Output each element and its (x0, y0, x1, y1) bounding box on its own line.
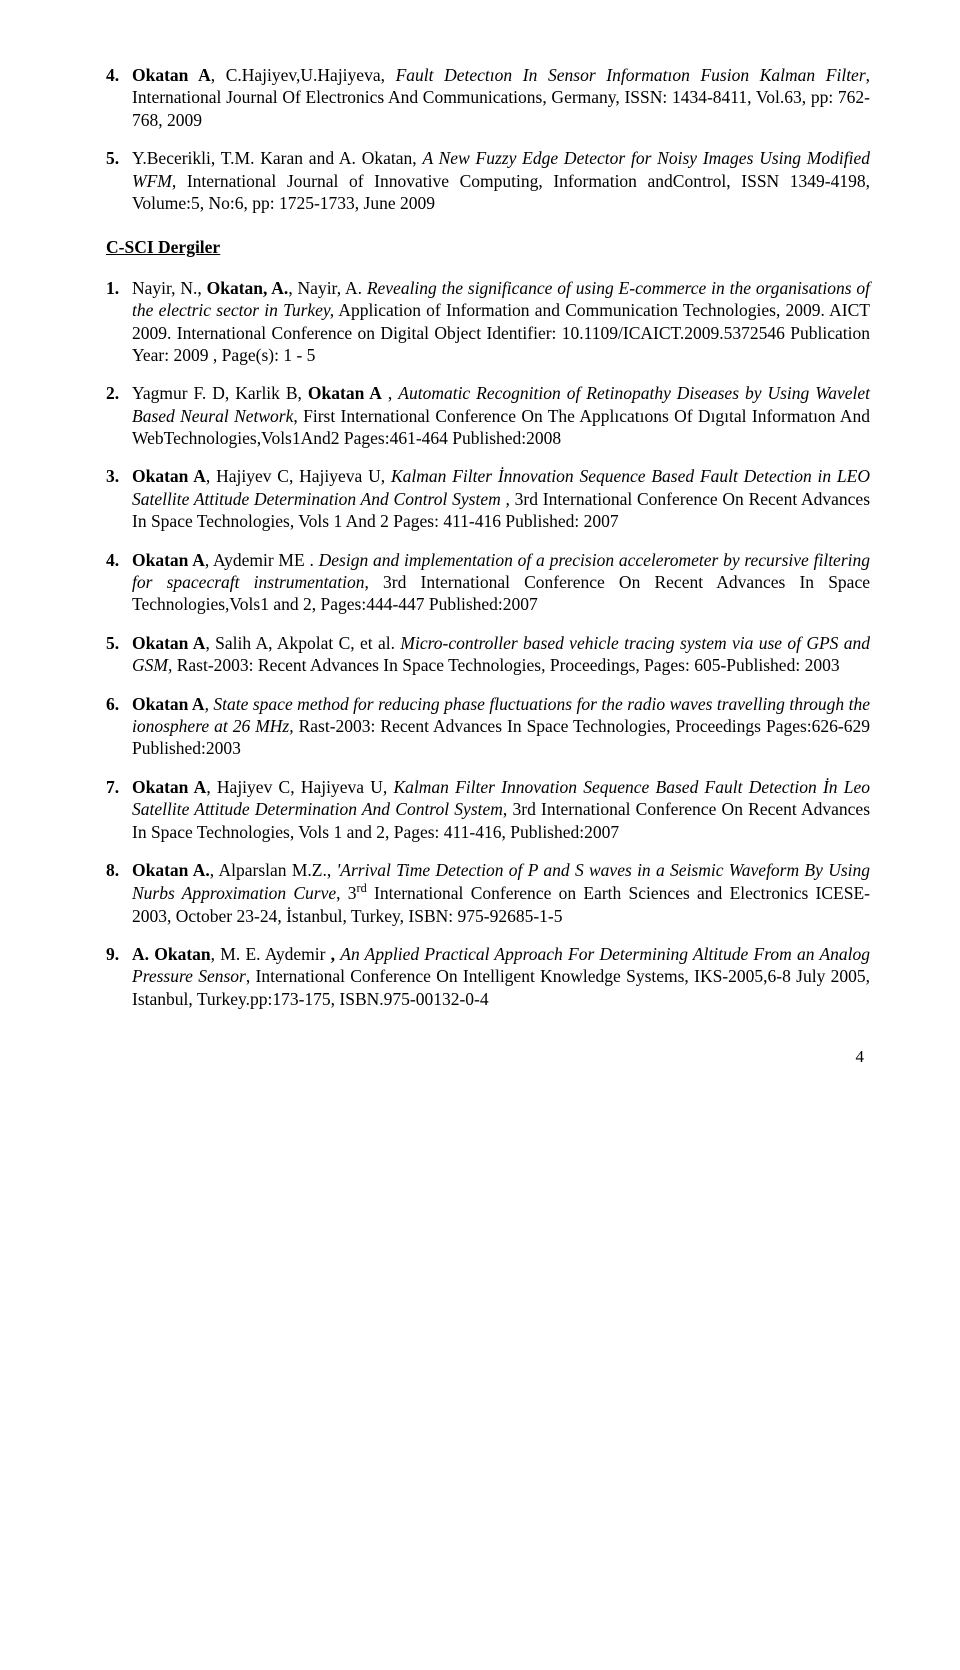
page-number: 4 (106, 1046, 870, 1068)
entry-number: 2. (106, 382, 132, 449)
section-heading: C-SCI Dergiler (106, 236, 870, 258)
entry-text: A. Okatan, M. E. Aydemir , An Applied Pr… (132, 943, 870, 1010)
entry-number: 6. (106, 693, 132, 760)
publication-entry: 6.Okatan A, State space method for reduc… (106, 693, 870, 760)
entry-text: Okatan A, Hajiyev C, Hajiyeva U, Kalman … (132, 465, 870, 532)
publication-entry: 5.Okatan A, Salih A, Akpolat C, et al. M… (106, 632, 870, 677)
entry-number: 9. (106, 943, 132, 1010)
entry-text: Yagmur F. D, Karlik B, Okatan A , Automa… (132, 382, 870, 449)
entry-number: 8. (106, 859, 132, 927)
entry-text: Okatan A, Hajiyev C, Hajiyeva U, Kalman … (132, 776, 870, 843)
entry-number: 5. (106, 147, 132, 214)
entry-number: 3. (106, 465, 132, 532)
entry-text: Okatan A, Salih A, Akpolat C, et al. Mic… (132, 632, 870, 677)
publication-list-a: 4.Okatan A, C.Hajiyev,U.Hajiyeva, Fault … (106, 64, 870, 214)
entry-number: 5. (106, 632, 132, 677)
publication-entry: 8.Okatan A., Alparslan M.Z., 'Arrival Ti… (106, 859, 870, 927)
entry-text: Y.Becerikli, T.M. Karan and A. Okatan, A… (132, 147, 870, 214)
publication-entry: 7.Okatan A, Hajiyev C, Hajiyeva U, Kalma… (106, 776, 870, 843)
entry-number: 1. (106, 277, 132, 367)
publication-entry: 4.Okatan A, C.Hajiyev,U.Hajiyeva, Fault … (106, 64, 870, 131)
publication-entry: 5.Y.Becerikli, T.M. Karan and A. Okatan,… (106, 147, 870, 214)
entry-text: Okatan A, State space method for reducin… (132, 693, 870, 760)
publication-entry: 2.Yagmur F. D, Karlik B, Okatan A , Auto… (106, 382, 870, 449)
entry-number: 4. (106, 64, 132, 131)
entry-number: 7. (106, 776, 132, 843)
entry-text: Okatan A, C.Hajiyev,U.Hajiyeva, Fault De… (132, 64, 870, 131)
entry-number: 4. (106, 549, 132, 616)
entry-text: Okatan A., Alparslan M.Z., 'Arrival Time… (132, 859, 870, 927)
entry-text: Nayir, N., Okatan, A., Nayir, A. Reveali… (132, 277, 870, 367)
publication-entry: 1.Nayir, N., Okatan, A., Nayir, A. Revea… (106, 277, 870, 367)
publication-entry: 4.Okatan A, Aydemir ME . Design and impl… (106, 549, 870, 616)
publication-list-b: 1.Nayir, N., Okatan, A., Nayir, A. Revea… (106, 277, 870, 1010)
publication-entry: 3.Okatan A, Hajiyev C, Hajiyeva U, Kalma… (106, 465, 870, 532)
publication-entry: 9.A. Okatan, M. E. Aydemir , An Applied … (106, 943, 870, 1010)
entry-text: Okatan A, Aydemir ME . Design and implem… (132, 549, 870, 616)
